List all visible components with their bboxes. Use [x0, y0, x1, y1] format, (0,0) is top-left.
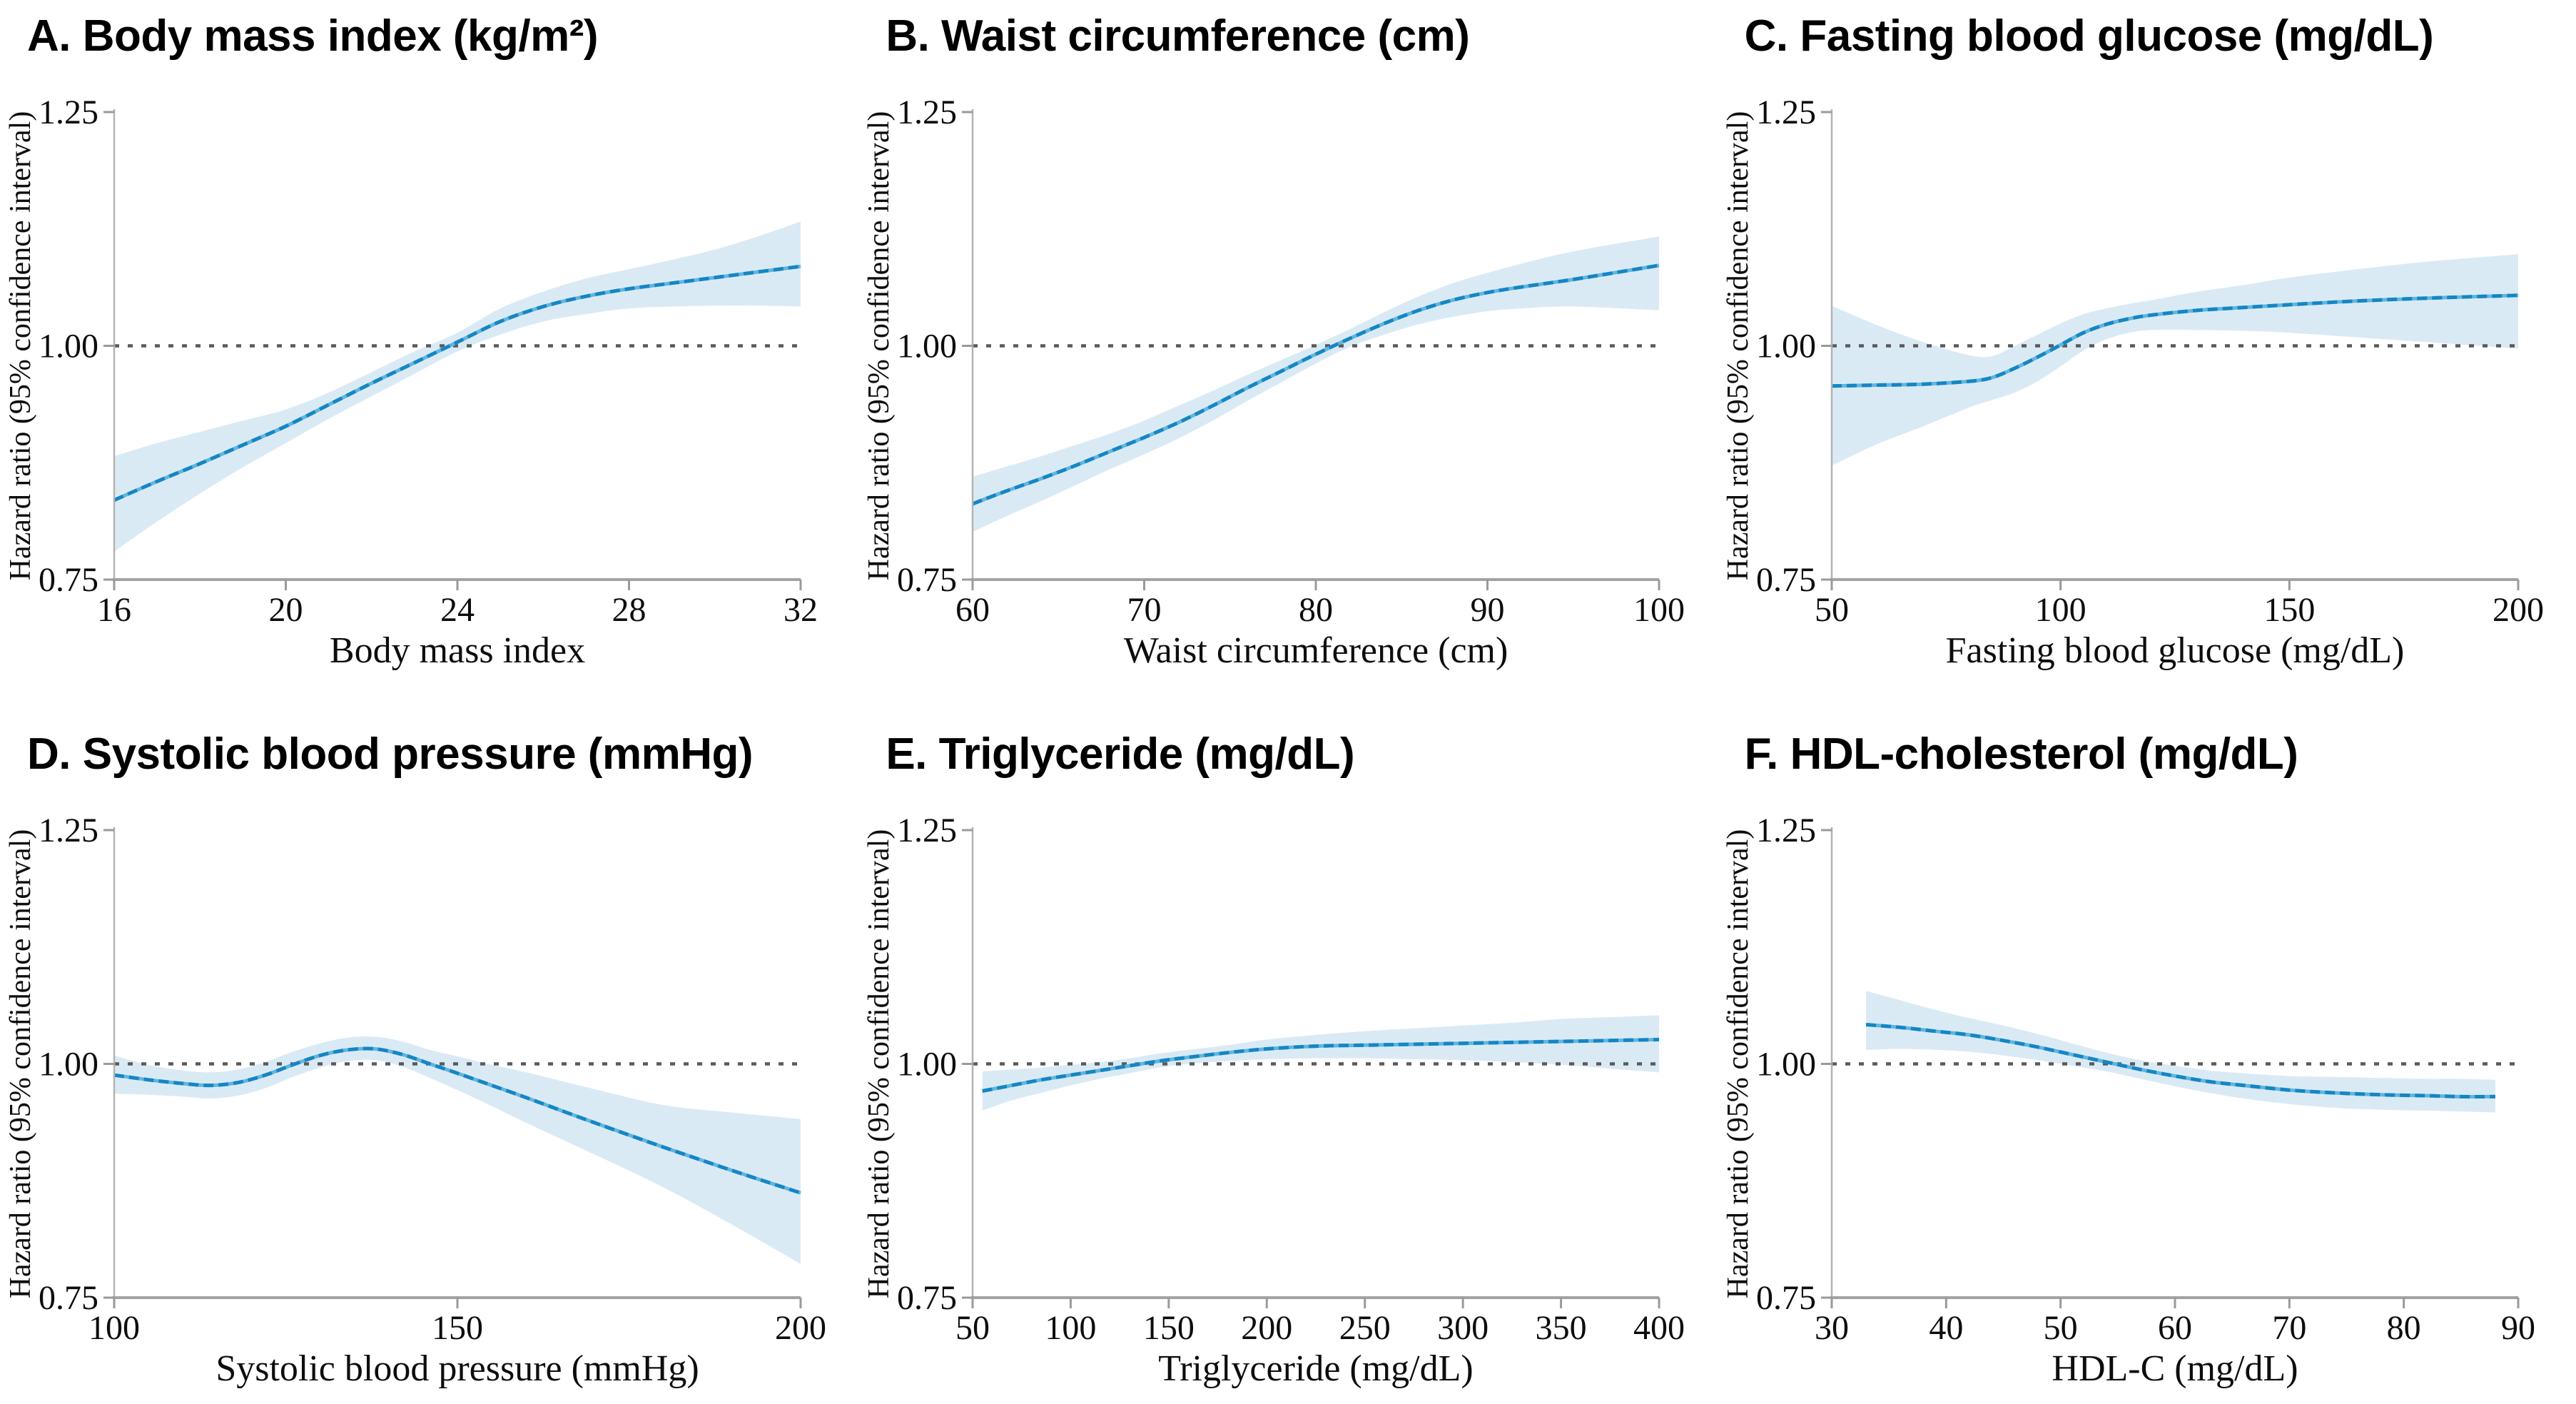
panel-bmi: A. Body mass index (kg/m²) 0.75 1.00 1.25 1… — [0, 0, 858, 687]
y-tick-label: 1.25 — [39, 94, 98, 131]
y-tick-label: 1.00 — [897, 328, 957, 365]
y-tick-label: 1.25 — [1756, 94, 1816, 131]
y-tick-label: 1.00 — [39, 328, 98, 365]
y-tick-label: 0.75 — [897, 561, 957, 599]
spline-plot-waist: 0.75 1.00 1.25 60 70 80 90 100 Waist circumferen… — [863, 94, 1685, 671]
y-axis-title: Hazard ratio (95% confidence interval) — [863, 829, 896, 1299]
spline-plot-sbp: 0.75 1.00 1.25 100 150 200 Systolic blood pres… — [4, 812, 826, 1389]
x-tick-label: 90 — [2501, 1309, 2535, 1347]
spline-plot-hdl: 0.75 1.00 1.25 30 40 50 60 70 80 90 HDL-C (mg/dL) H… — [1722, 812, 2535, 1389]
x-tick-label: 150 — [432, 1309, 483, 1347]
y-tick-label: 1.25 — [1756, 812, 1816, 849]
ci-band — [983, 1015, 1660, 1111]
y-tick-label: 0.75 — [897, 1279, 957, 1317]
x-tick-label: 100 — [88, 1309, 140, 1347]
x-tick-label: 80 — [1299, 591, 1333, 629]
y-tick-label: 1.00 — [1756, 328, 1816, 365]
x-tick-label: 32 — [784, 591, 818, 629]
panel-title-hdl: F. HDL-cholesterol (mg/dL) — [1744, 729, 2298, 779]
x-tick-label: 50 — [1815, 591, 1849, 629]
x-tick-label: 70 — [2272, 1309, 2306, 1347]
x-tick-label: 60 — [2158, 1309, 2192, 1347]
x-axis-title: Fasting blood glucose (mg/dL) — [1945, 630, 2404, 671]
panel-title-waist: B. Waist circumference (cm) — [886, 11, 1470, 61]
x-tick-label: 400 — [1633, 1309, 1685, 1347]
panel-triglyceride: E. Triglyceride (mg/dL) 0.75 1.00 1.25 50 10… — [858, 687, 1717, 1404]
y-axis-title: Hazard ratio (95% confidence interval) — [4, 829, 37, 1299]
x-tick-label: 28 — [612, 591, 646, 629]
y-axis-title: Hazard ratio (95% confidence interval) — [4, 111, 37, 581]
panel-title-glucose: C. Fasting blood glucose (mg/dL) — [1744, 11, 2434, 61]
x-tick-label: 200 — [775, 1309, 826, 1347]
ci-band — [1865, 991, 2495, 1113]
x-tick-label: 250 — [1339, 1309, 1391, 1347]
panel-waist: B. Waist circumference (cm) 0.75 1.00 1.25… — [858, 0, 1717, 687]
y-tick-label: 0.75 — [1756, 561, 1816, 599]
panel-title-bmi: A. Body mass index (kg/m²) — [27, 11, 599, 61]
y-tick-label: 1.00 — [39, 1045, 98, 1083]
ci-band — [1831, 254, 2518, 466]
panel-sbp: D. Systolic blood pressure (mmHg) 0.75 1.… — [0, 687, 858, 1404]
y-tick-label: 1.25 — [39, 812, 98, 849]
x-tick-label: 50 — [2043, 1309, 2077, 1347]
hazard-ratio-curve — [982, 1037, 1660, 1093]
panel-title-triglyceride: E. Triglyceride (mg/dL) — [886, 729, 1355, 779]
hazard-ratio-curve-underlay — [113, 1046, 801, 1195]
x-tick-label: 70 — [1127, 591, 1162, 629]
x-tick-label: 100 — [1045, 1309, 1097, 1347]
x-tick-label: 20 — [269, 591, 303, 629]
x-tick-label: 40 — [1929, 1309, 1963, 1347]
ci-band — [973, 236, 1660, 532]
ci-band — [114, 221, 801, 552]
x-tick-label: 16 — [97, 591, 131, 629]
x-tick-label: 100 — [2034, 591, 2086, 629]
x-tick-label: 24 — [440, 591, 475, 629]
x-tick-label: 60 — [955, 591, 990, 629]
x-tick-label: 80 — [2386, 1309, 2420, 1347]
y-axis-title: Hazard ratio (95% confidence interval) — [1722, 111, 1755, 581]
x-tick-label: 90 — [1471, 591, 1505, 629]
y-axis-title: Hazard ratio (95% confidence interval) — [1722, 829, 1755, 1299]
x-axis-title: Body mass index — [330, 630, 585, 671]
y-tick-label: 1.25 — [897, 812, 957, 849]
y-tick-label: 1.00 — [897, 1045, 957, 1083]
y-tick-label: 1.00 — [1756, 1045, 1816, 1083]
y-tick-label: 0.75 — [39, 1279, 98, 1317]
hazard-ratio-curve — [1831, 293, 2518, 388]
x-axis-title: Triglyceride (mg/dL) — [1159, 1348, 1474, 1389]
spline-plot-triglyceride: 0.75 1.00 1.25 50 100 150 200 250 300 350 400 Trigl… — [863, 812, 1685, 1389]
y-tick-label: 0.75 — [1756, 1279, 1816, 1317]
ci-band — [114, 1036, 801, 1264]
y-tick-label: 0.75 — [39, 561, 98, 599]
x-tick-label: 200 — [1242, 1309, 1293, 1347]
hazard-ratio-curve — [972, 263, 1660, 506]
panel-glucose: C. Fasting blood glucose (mg/dL) 0.75 1.0… — [1718, 0, 2576, 687]
x-tick-label: 300 — [1437, 1309, 1489, 1347]
y-tick-label: 1.25 — [897, 94, 957, 131]
x-tick-label: 200 — [2493, 591, 2544, 629]
x-tick-label: 150 — [1143, 1309, 1195, 1347]
x-axis-title: Systolic blood pressure (mmHg) — [215, 1348, 699, 1389]
x-axis-title: Waist circumference (cm) — [1124, 630, 1508, 671]
x-tick-label: 50 — [955, 1309, 990, 1347]
panel-title-sbp: D. Systolic blood pressure (mmHg) — [27, 729, 754, 779]
panel-hdl: F. HDL-cholesterol (mg/dL) 0.75 1.00 1.25 3… — [1718, 687, 2576, 1404]
hazard-ratio-curve — [113, 265, 801, 502]
y-axis-title: Hazard ratio (95% confidence interval) — [863, 111, 896, 581]
x-tick-label: 150 — [2263, 591, 2315, 629]
x-tick-label: 350 — [1536, 1309, 1587, 1347]
spline-plot-bmi: 0.75 1.00 1.25 16 20 24 28 32 Body mass index Haz… — [4, 94, 818, 671]
spline-plot-glucose: 0.75 1.00 1.25 50 100 150 200 Fasting blood glu… — [1722, 94, 2544, 671]
x-axis-title: HDL-C (mg/dL) — [2052, 1348, 2298, 1389]
hazard-ratio-curve — [1865, 1022, 2495, 1099]
x-tick-label: 30 — [1815, 1309, 1849, 1347]
x-tick-label: 100 — [1633, 591, 1685, 629]
